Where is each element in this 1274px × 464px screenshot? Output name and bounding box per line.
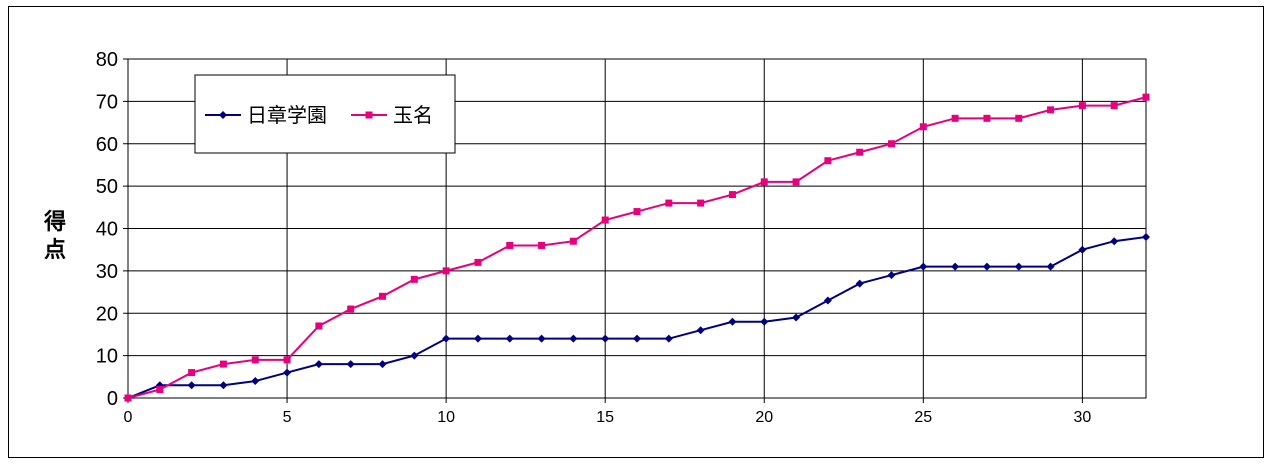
data-point	[665, 199, 673, 207]
data-point	[537, 334, 546, 343]
y-axis-label-char: 点	[44, 237, 66, 262]
y-tick-label: 30	[96, 261, 118, 283]
data-point	[1142, 232, 1150, 241]
data-point	[442, 267, 450, 275]
data-point	[251, 356, 259, 364]
data-point	[1078, 102, 1086, 110]
x-tick-label: 0	[124, 409, 133, 426]
data-point	[951, 114, 959, 122]
data-point	[156, 386, 164, 394]
data-point	[365, 111, 373, 119]
data-point	[442, 334, 451, 343]
data-point	[378, 360, 387, 369]
y-tick-label: 40	[96, 219, 118, 241]
data-point	[983, 114, 991, 122]
data-point	[473, 334, 482, 343]
data-point	[1014, 262, 1023, 271]
x-tick-label: 5	[283, 409, 292, 426]
data-point	[823, 296, 832, 305]
x-tick-label: 10	[437, 409, 455, 426]
data-point	[633, 334, 641, 343]
data-point	[824, 157, 832, 165]
data-point	[474, 258, 482, 266]
data-point	[697, 199, 705, 207]
data-point	[1110, 237, 1119, 246]
x-tick-label: 15	[596, 409, 614, 426]
data-point	[664, 334, 673, 343]
data-point	[1078, 245, 1087, 254]
series-line	[127, 235, 1147, 399]
data-point	[982, 262, 991, 271]
legend-marker	[219, 111, 227, 119]
data-point	[951, 262, 960, 271]
y-tick-label: 80	[96, 49, 118, 71]
data-point	[792, 178, 800, 186]
data-point	[919, 262, 928, 271]
axis-layer: 0 10 20 30 40 50 60 70 80 0 5 10 15 20 25 30	[96, 49, 1092, 426]
chart-frame: 0 10 20 30 40 50 60 70 80 0 5 10 15 20 25 30 得点 日章学園 玉名	[8, 6, 1264, 458]
data-point	[219, 381, 228, 390]
series-layer	[124, 93, 1150, 402]
data-point	[506, 241, 514, 249]
data-point	[728, 191, 736, 199]
data-point	[633, 208, 641, 216]
data-point	[601, 334, 610, 343]
x-tick-label: 30	[1073, 409, 1091, 426]
line-chart: 0 10 20 30 40 50 60 70 80 0 5 10 15 20 25 30 得点 日章学園 玉名	[43, 49, 1150, 426]
data-point	[569, 237, 577, 245]
y-tick-label: 70	[96, 91, 118, 113]
data-point	[283, 356, 291, 364]
data-point	[187, 381, 196, 390]
data-point	[410, 351, 419, 360]
series-1	[124, 93, 1150, 402]
y-axis-label: 得点	[43, 209, 66, 262]
data-point	[569, 334, 578, 343]
data-point	[219, 111, 227, 119]
y-tick-label: 50	[96, 176, 118, 198]
data-point	[887, 271, 896, 280]
data-point	[505, 334, 514, 343]
data-point	[601, 216, 609, 224]
data-point	[124, 394, 132, 402]
data-point	[855, 279, 864, 288]
data-point	[347, 305, 355, 313]
data-point	[346, 360, 355, 369]
data-point	[696, 326, 705, 335]
data-point	[283, 368, 292, 377]
data-point	[188, 369, 196, 377]
data-point	[379, 292, 386, 300]
x-tick-label: 20	[755, 409, 773, 426]
legend-entry-label: 日章学園	[247, 104, 327, 127]
data-point	[219, 360, 227, 368]
data-point	[888, 140, 895, 148]
data-point	[315, 322, 323, 330]
legend-entry-label: 玉名	[393, 104, 433, 127]
series-0	[124, 232, 1150, 402]
data-point	[760, 178, 768, 186]
y-tick-label: 0	[107, 388, 118, 410]
data-point	[1046, 262, 1055, 271]
data-point	[1110, 102, 1118, 110]
data-point	[1015, 114, 1023, 122]
y-tick-label: 60	[96, 134, 118, 156]
data-point	[251, 377, 260, 386]
y-tick-label: 20	[96, 303, 118, 325]
data-point	[760, 317, 769, 326]
legend: 日章学園 玉名	[194, 74, 456, 154]
data-point	[1047, 106, 1055, 114]
data-point	[538, 241, 546, 249]
x-tick-label: 25	[914, 409, 932, 426]
data-point	[792, 313, 801, 322]
data-point	[728, 317, 737, 326]
y-tick-label: 10	[96, 346, 118, 368]
y-axis-label-char: 得	[43, 209, 66, 234]
legend-marker	[365, 111, 373, 119]
data-point	[856, 148, 864, 156]
data-point	[1142, 93, 1150, 101]
data-point	[314, 360, 323, 369]
data-point	[919, 123, 927, 131]
data-point	[410, 275, 418, 283]
